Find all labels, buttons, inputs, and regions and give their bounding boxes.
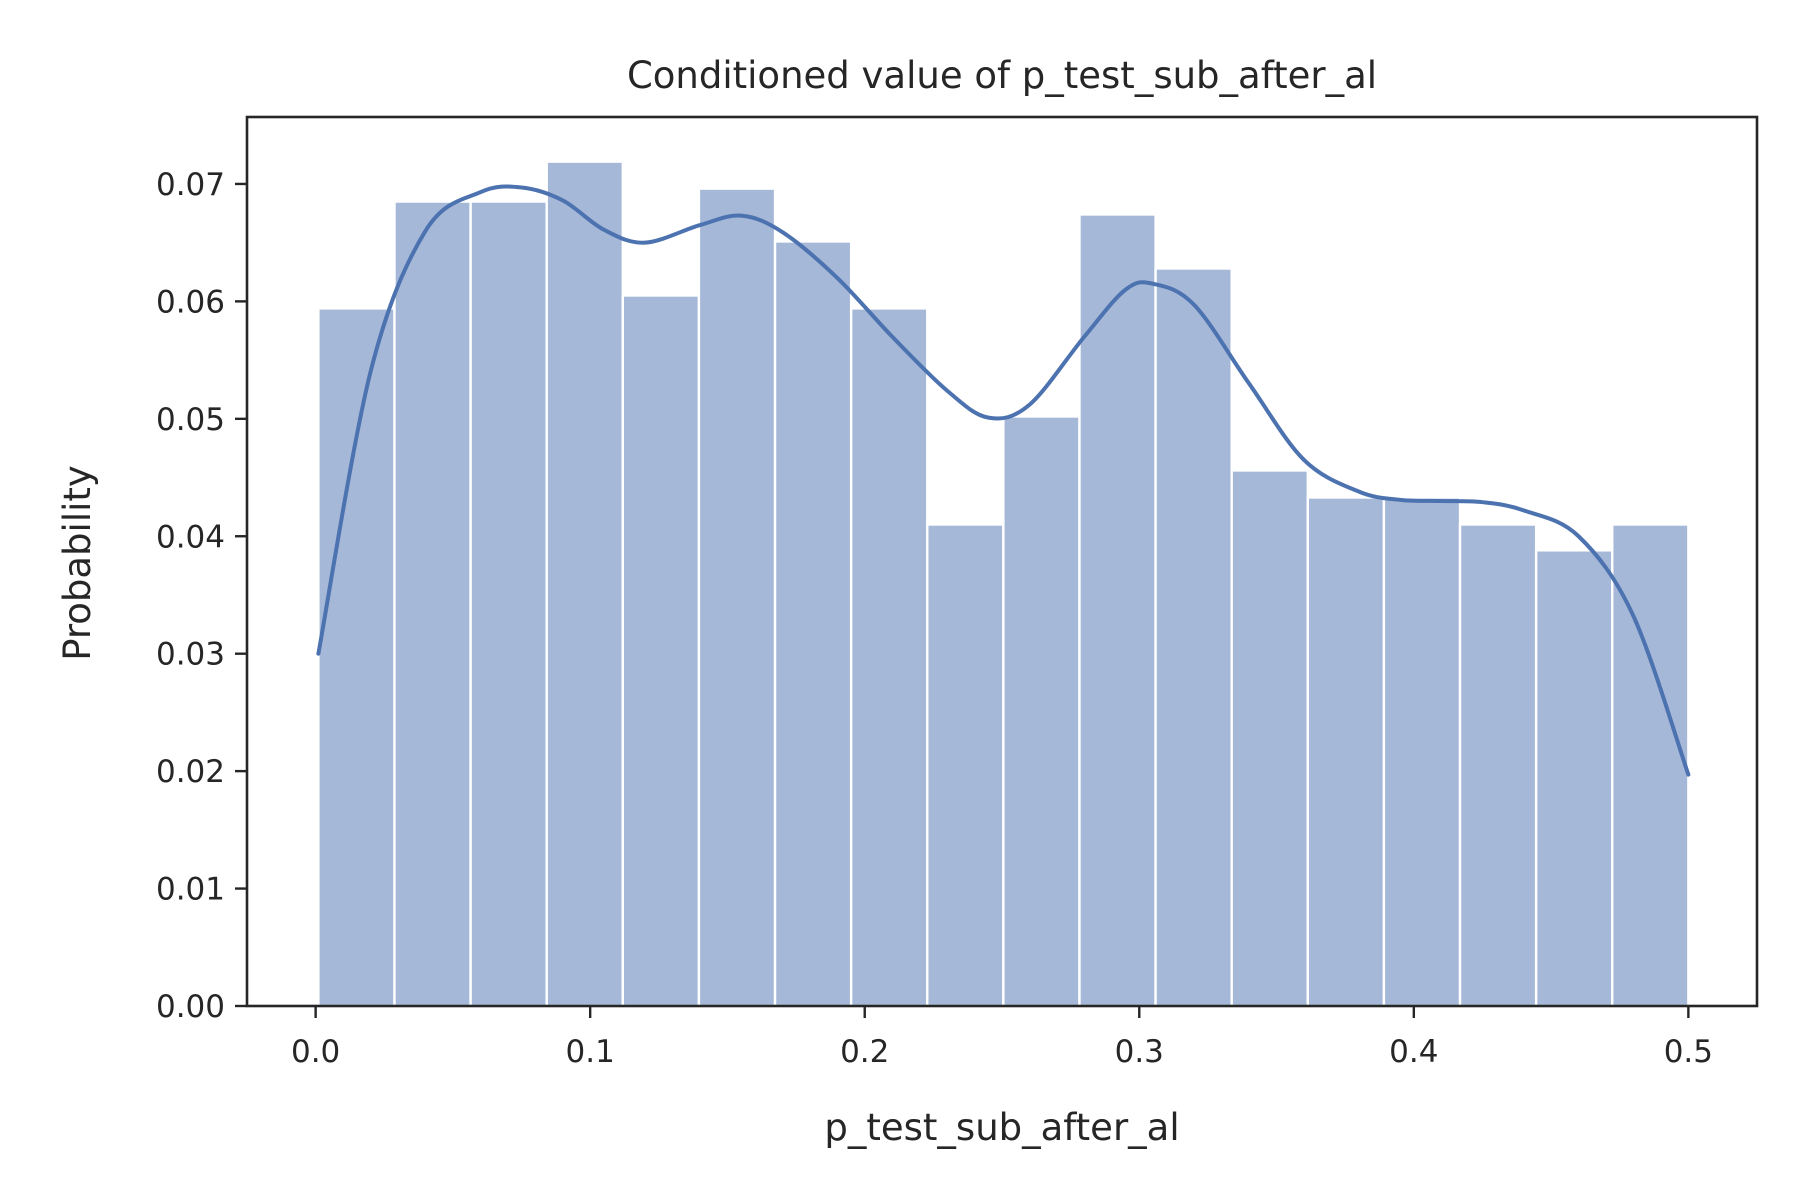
histogram-bar <box>1154 267 1233 1008</box>
histogram-bar <box>1002 415 1081 1008</box>
x-tick-label: 0.3 <box>1115 1034 1164 1070</box>
histogram-bar <box>1458 523 1538 1008</box>
x-axis-label: p_test_sub_after_al <box>824 1106 1179 1149</box>
histogram-bars <box>317 160 1690 1008</box>
y-tick-label: 0.04 <box>156 519 225 555</box>
y-tick-label: 0.01 <box>156 872 225 908</box>
histogram-bar <box>1230 469 1310 1008</box>
histogram-bar <box>1611 523 1690 1008</box>
histogram-bar <box>1534 549 1614 1008</box>
histogram-bar <box>926 523 1005 1008</box>
histogram-bar <box>1306 496 1386 1008</box>
plot-frame <box>245 115 1759 1008</box>
y-tick-label: 0.06 <box>156 284 225 320</box>
y-axis-label: Probability <box>56 465 99 661</box>
histogram-bar <box>1382 496 1462 1008</box>
kde-curve <box>316 184 1691 777</box>
histogram-bar <box>469 200 548 1008</box>
histogram-bar <box>1078 213 1157 1008</box>
x-tick-label: 0.1 <box>566 1034 615 1070</box>
x-tick-label: 0.0 <box>291 1034 340 1070</box>
y-tick-label: 0.07 <box>156 167 225 203</box>
histogram-bar <box>393 200 472 1008</box>
y-tick-label: 0.05 <box>156 402 225 438</box>
x-axis: 0.0 0.1 0.2 0.3 0.4 0.5 <box>291 1006 1713 1070</box>
chart-title: Conditioned value of p_test_sub_after_al <box>627 54 1377 97</box>
x-tick-label: 0.2 <box>840 1034 889 1070</box>
y-tick-label: 0.00 <box>156 989 225 1025</box>
histogram-bar <box>545 160 625 1008</box>
y-axis: 0.00 0.01 0.02 0.03 0.04 0.05 0.06 0.07 <box>156 167 247 1025</box>
x-tick-label: 0.4 <box>1389 1034 1438 1070</box>
y-tick-label: 0.03 <box>156 637 225 673</box>
histogram-bar <box>621 294 701 1008</box>
histogram-bar <box>849 307 929 1008</box>
histogram-bar <box>773 240 853 1008</box>
y-tick-label: 0.02 <box>156 754 225 790</box>
x-tick-label: 0.5 <box>1664 1034 1713 1070</box>
histogram-bar <box>697 187 777 1008</box>
histogram-bar <box>317 307 396 1008</box>
